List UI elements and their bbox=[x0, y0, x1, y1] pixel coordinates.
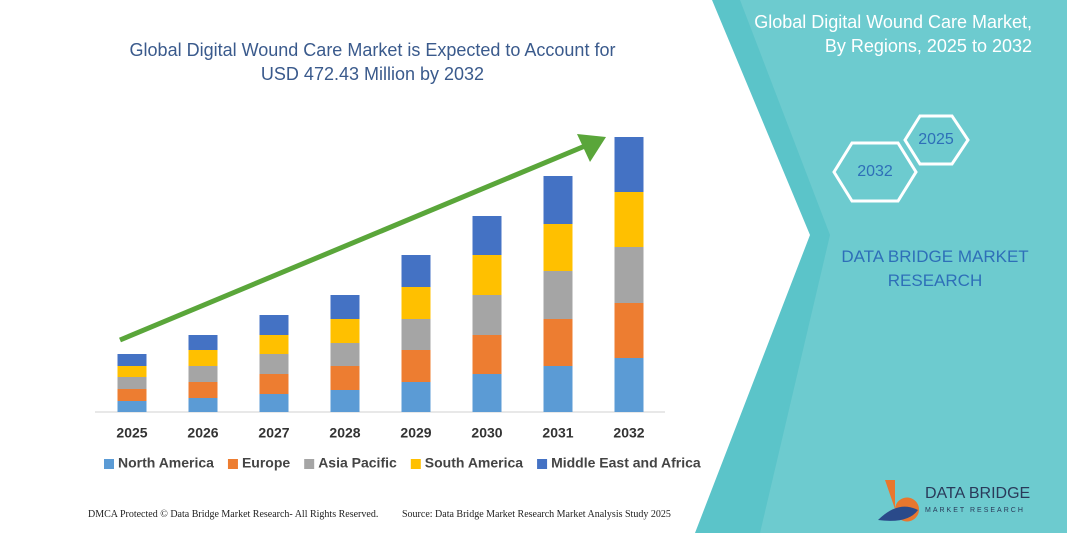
bar-segment bbox=[472, 255, 502, 295]
bar-segment bbox=[401, 255, 431, 287]
legend-label: North America bbox=[118, 455, 214, 471]
x-tick-label: 2032 bbox=[613, 425, 644, 441]
legend-swatch bbox=[227, 459, 238, 469]
x-tick-label: 2031 bbox=[542, 425, 573, 441]
bar-segment bbox=[117, 366, 147, 377]
bar-segment bbox=[543, 176, 573, 224]
bar-segment bbox=[188, 398, 218, 412]
legend-swatch bbox=[104, 459, 114, 469]
bar-segment bbox=[614, 247, 644, 303]
bar-segment bbox=[543, 271, 573, 319]
bar-segment bbox=[259, 394, 289, 412]
hexagon bbox=[903, 114, 970, 166]
bar-segment bbox=[472, 335, 502, 374]
bar-segment bbox=[330, 343, 360, 366]
bar-segment bbox=[117, 389, 147, 401]
legend-label: South America bbox=[425, 455, 523, 471]
logo-mark bbox=[878, 506, 918, 521]
bar-segment bbox=[614, 358, 644, 412]
bar-segment bbox=[117, 377, 147, 389]
bar-segment bbox=[188, 350, 218, 366]
bar-segment bbox=[401, 287, 431, 319]
bar-segment bbox=[188, 366, 218, 382]
bar-segment bbox=[117, 354, 147, 366]
bar-segment bbox=[259, 354, 289, 374]
x-tick-label: 2028 bbox=[329, 425, 360, 441]
hexagon bbox=[832, 141, 918, 203]
bar-segment bbox=[472, 374, 502, 412]
bar-segment bbox=[259, 374, 289, 394]
bar-segment bbox=[330, 390, 360, 412]
x-tick-label: 2030 bbox=[471, 425, 502, 441]
logo-name: DATA BRIDGE bbox=[925, 485, 1030, 502]
bar-segment bbox=[472, 295, 502, 335]
bar-segment bbox=[188, 335, 218, 350]
chart-title: Global Digital Wound Care Market is Expe… bbox=[129, 40, 616, 84]
logo-tagline: MARKET RESEARCH bbox=[925, 507, 1025, 514]
panel-band bbox=[740, 0, 1067, 533]
bar-segment bbox=[259, 335, 289, 354]
copyright: DMCA Protected © Data Bridge Market Rese… bbox=[88, 509, 379, 520]
bar-segment bbox=[401, 350, 431, 382]
bar-segment bbox=[259, 315, 289, 335]
source: Source: Data Bridge Market Research Mark… bbox=[402, 509, 671, 520]
bar-segment bbox=[614, 192, 644, 247]
bar-segment bbox=[330, 319, 360, 343]
legend-label: Middle East and Africa bbox=[551, 455, 701, 471]
hexagon-label: 2032 bbox=[857, 163, 893, 180]
bar-segment bbox=[472, 216, 502, 255]
bar-segment bbox=[543, 366, 573, 412]
trend-arrow bbox=[119, 143, 586, 343]
panel-title: Global Digital Wound Care Market, By Reg… bbox=[754, 12, 1032, 56]
bar-segment bbox=[614, 303, 644, 358]
bar-segment bbox=[117, 401, 147, 412]
legend-label: Europe bbox=[242, 455, 290, 471]
hexagon-label: 2025 bbox=[918, 131, 954, 148]
legend-swatch bbox=[537, 459, 548, 469]
legend-swatch bbox=[304, 459, 315, 469]
x-tick-label: 2025 bbox=[116, 425, 147, 441]
trend-arrowhead bbox=[577, 134, 606, 162]
bar-segment bbox=[330, 295, 360, 319]
bar-segment bbox=[543, 319, 573, 366]
bar-segment bbox=[188, 382, 218, 398]
bar-segment bbox=[401, 382, 431, 412]
legend-swatch bbox=[410, 459, 421, 469]
x-tick-label: 2027 bbox=[258, 425, 289, 441]
legend-label: Asia Pacific bbox=[318, 455, 397, 471]
bar-segment bbox=[401, 319, 431, 350]
brand: DATA BRIDGE MARKET RESEARCH bbox=[841, 247, 1029, 290]
x-tick-label: 2026 bbox=[187, 425, 218, 441]
bar-segment bbox=[614, 137, 644, 192]
x-tick-label: 2029 bbox=[400, 425, 431, 441]
bar-segment bbox=[543, 224, 573, 271]
bar-segment bbox=[330, 366, 360, 390]
